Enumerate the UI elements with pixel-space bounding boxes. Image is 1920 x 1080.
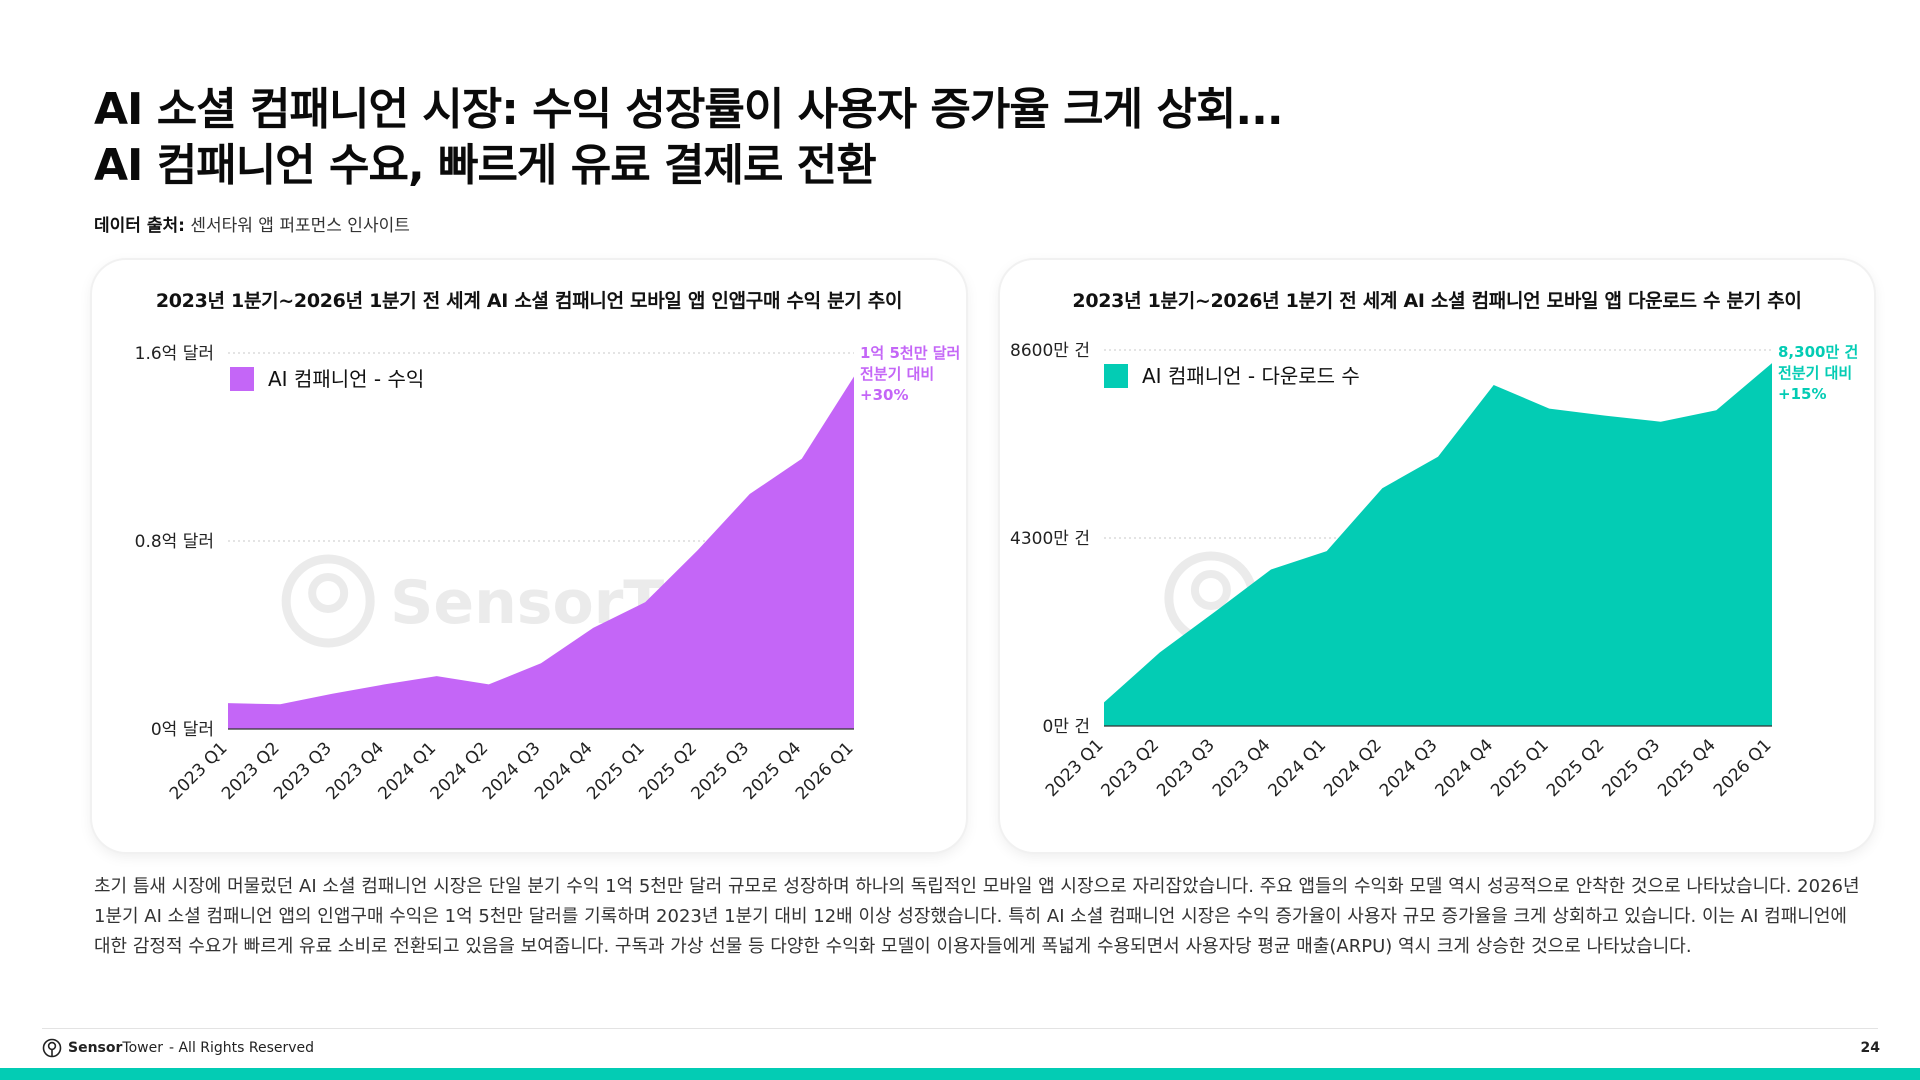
- revenue-chart-title: 2023년 1분기~2026년 1분기 전 세계 AI 소셜 컴패니언 모바일 …: [155, 290, 903, 312]
- x-tick-label: 2024 Q2: [1320, 735, 1386, 801]
- footer-rights: - All Rights Reserved: [168, 1040, 315, 1056]
- watermark-logo-inner: [1190, 570, 1231, 610]
- series-area: [1104, 363, 1772, 726]
- x-tick-label: 2025 Q4: [1654, 735, 1720, 801]
- data-source-value: 센서타워 앱 퍼포먼스 인사이트: [190, 216, 410, 236]
- annotation-line: +15%: [1778, 385, 1826, 403]
- annotation-line: 1억 5천만 달러: [860, 344, 960, 362]
- footer: SensorTower - All Rights Reserved: [42, 1038, 314, 1058]
- body-paragraph: 초기 틈새 시장에 머물렀던 AI 소셜 컴패니언 시장은 단일 분기 수익 1…: [94, 876, 1860, 957]
- x-tick-label: 2024 Q4: [1432, 735, 1498, 801]
- legend: AI 컴패니언 - 다운로드 수: [1104, 364, 1360, 388]
- series-area: [228, 376, 854, 729]
- x-tick-label: 2026 Q1: [792, 738, 858, 804]
- annotation-line: 전분기 대비: [1778, 364, 1852, 382]
- x-tick-label: 2023 Q3: [1153, 735, 1219, 801]
- legend-label: AI 컴패니언 - 수익: [268, 367, 424, 391]
- x-tick-label: 2025 Q2: [1543, 735, 1609, 801]
- x-tick-label: 2025 Q3: [1599, 735, 1665, 801]
- footer-brand-sensor: Sensor: [68, 1040, 123, 1056]
- y-tick-label: 8600만 건: [1010, 341, 1090, 361]
- revenue-chart-card: 2023년 1분기~2026년 1분기 전 세계 AI 소셜 컴패니언 모바일 …: [92, 260, 966, 852]
- y-tick-label: 0억 달러: [151, 720, 214, 740]
- sensortower-logo-icon: [42, 1038, 62, 1058]
- page-title: AI 소셜 컴패니언 시장: 수익 성장률이 사용자 증가율 크게 상회... …: [94, 82, 1794, 194]
- x-tick-label: 2023 Q4: [1209, 735, 1275, 801]
- x-tick-label: 2024 Q3: [1376, 735, 1442, 801]
- y-tick-label: 0.8억 달러: [135, 532, 214, 552]
- y-tick-label: 1.6억 달러: [135, 344, 214, 364]
- bottom-accent-bar: [0, 1068, 1920, 1080]
- x-tick-label: 2023 Q1: [1042, 735, 1108, 801]
- page-title-line-2: AI 컴패니언 수요, 빠르게 유료 결제로 전환: [94, 140, 877, 191]
- downloads-chart-card: 2023년 1분기~2026년 1분기 전 세계 AI 소셜 컴패니언 모바일 …: [1000, 260, 1874, 852]
- annotation-line: +30%: [860, 386, 908, 404]
- legend: AI 컴패니언 - 수익: [230, 367, 424, 391]
- footer-divider: [42, 1028, 1878, 1029]
- legend-swatch: [230, 367, 254, 391]
- y-tick-label: 4300만 건: [1010, 529, 1090, 549]
- x-tick-label: 2025 Q1: [1487, 735, 1553, 801]
- legend-label: AI 컴패니언 - 다운로드 수: [1142, 364, 1360, 388]
- footer-brand-tower: Tower: [122, 1040, 163, 1056]
- data-source: 데이터 출처: 센서타워 앱 퍼포먼스 인사이트: [94, 211, 410, 236]
- legend-swatch: [1104, 364, 1128, 388]
- page-title-line-1: AI 소셜 컴패니언 시장: 수익 성장률이 사용자 증가율 크게 상회...: [94, 84, 1284, 135]
- annotation-line: 8,300만 건: [1778, 343, 1858, 361]
- watermark-logo-icon: [281, 554, 375, 648]
- watermark-logo-inner: [308, 573, 349, 613]
- annotation-line: 전분기 대비: [860, 365, 934, 383]
- page-number: 24: [1860, 1040, 1880, 1056]
- x-tick-label: 2023 Q2: [1098, 735, 1164, 801]
- y-tick-label: 0만 건: [1043, 717, 1091, 737]
- downloads-chart-title: 2023년 1분기~2026년 1분기 전 세계 AI 소셜 컴패니언 모바일 …: [1072, 290, 1802, 312]
- x-tick-label: 2026 Q1: [1710, 735, 1776, 801]
- x-tick-label: 2024 Q1: [1265, 735, 1331, 801]
- data-source-label: 데이터 출처:: [94, 216, 185, 236]
